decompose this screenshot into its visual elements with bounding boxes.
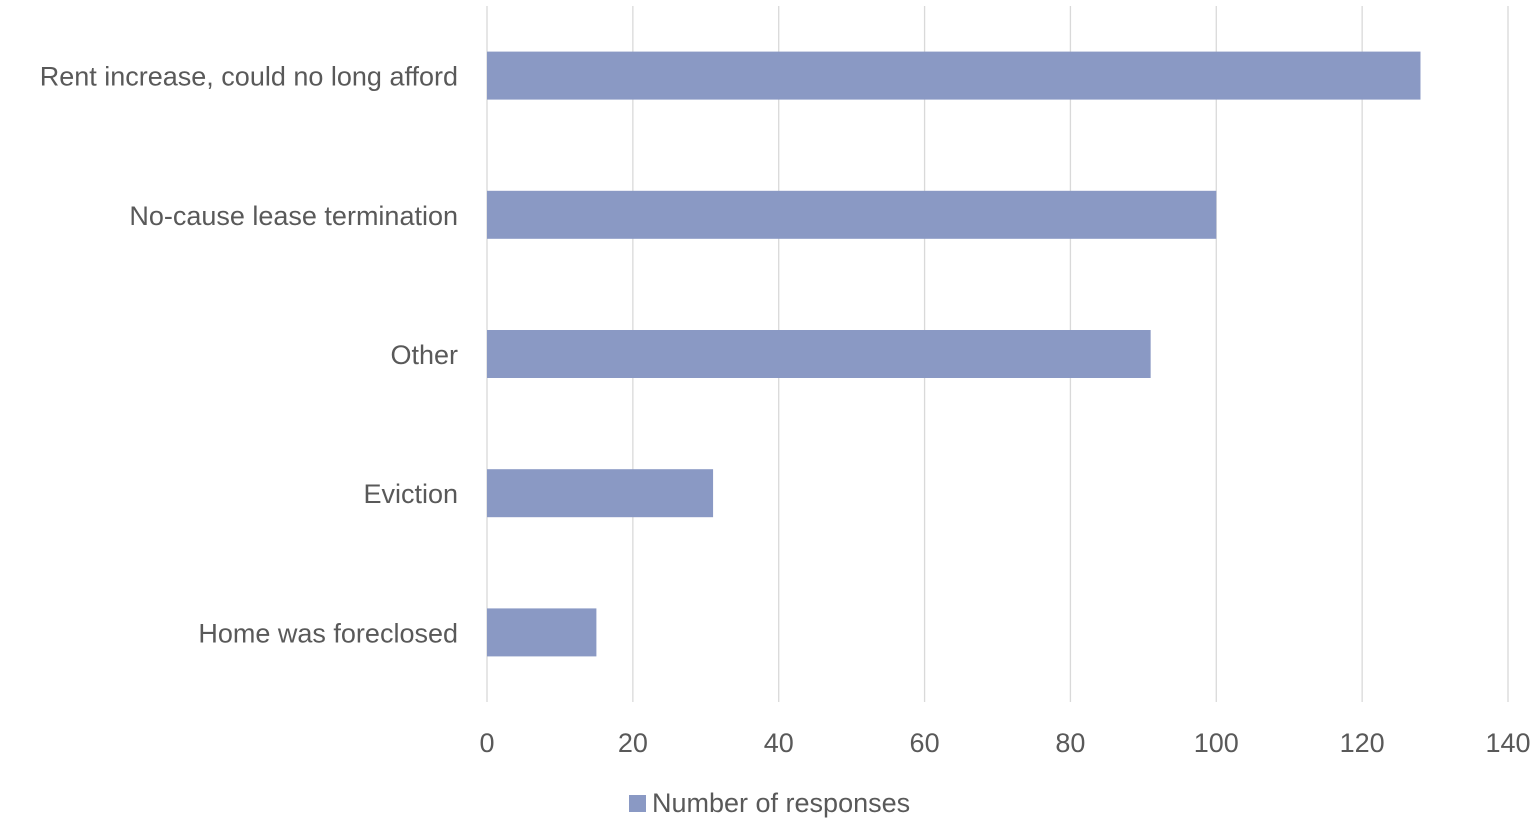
x-tick-label: 140 xyxy=(1485,728,1530,758)
legend-label: Number of responses xyxy=(652,788,910,818)
x-axis-tick-labels: 0 20 40 60 80 100 120 140 xyxy=(479,728,1530,758)
x-tick-label: 0 xyxy=(479,728,494,758)
x-tick-label: 100 xyxy=(1194,728,1239,758)
bar xyxy=(487,330,1151,378)
bar xyxy=(487,469,714,518)
category-label: Other xyxy=(390,340,458,370)
category-label: Home was foreclosed xyxy=(198,618,458,648)
bar xyxy=(487,608,597,657)
category-labels: Rent increase, could no long afford No-ca… xyxy=(40,62,458,649)
bar xyxy=(487,190,1217,239)
category-label: Eviction xyxy=(363,479,458,509)
legend-swatch xyxy=(629,795,646,812)
x-tick-label: 120 xyxy=(1340,728,1385,758)
bar xyxy=(487,51,1421,100)
legend: Number of responses xyxy=(629,788,910,818)
x-tick-label: 80 xyxy=(1055,728,1085,758)
x-tick-label: 60 xyxy=(910,728,940,758)
category-label: Rent increase, could no long afford xyxy=(40,62,458,92)
x-tick-label: 40 xyxy=(764,728,794,758)
bars xyxy=(487,51,1421,657)
x-tick-label: 20 xyxy=(618,728,648,758)
category-label: No-cause lease termination xyxy=(129,201,458,231)
